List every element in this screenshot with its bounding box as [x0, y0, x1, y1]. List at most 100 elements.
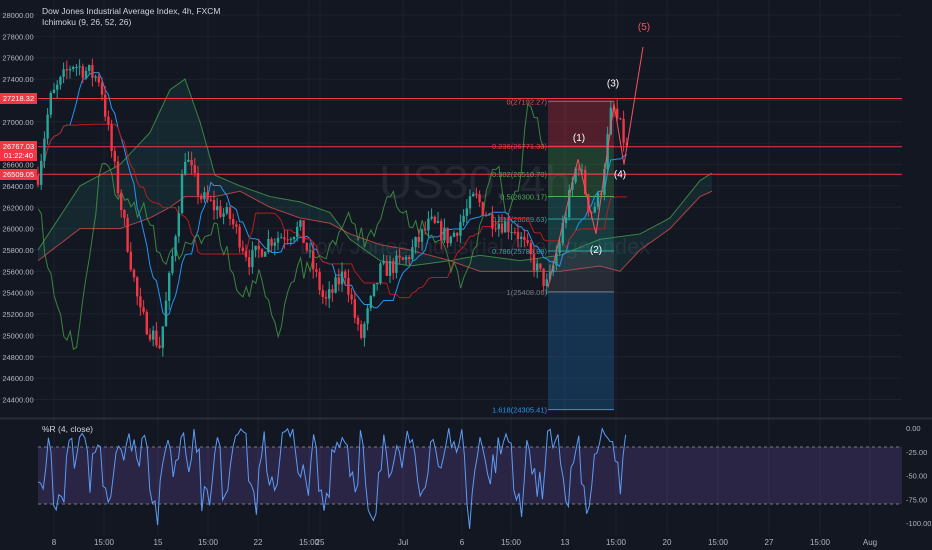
candle-body: [59, 76, 62, 85]
candle-body: [430, 216, 433, 219]
candle-body: [206, 192, 209, 200]
candle-body: [244, 250, 248, 258]
candle-body: [513, 231, 516, 233]
candle-body: [238, 226, 241, 248]
candle-body: [132, 269, 136, 278]
candle-body: [36, 175, 40, 185]
candle-body: [296, 226, 299, 238]
wr-tick-label: -100.00: [906, 519, 931, 528]
candle-body: [72, 66, 75, 69]
time-tick-label: 15:00: [606, 538, 627, 547]
time-tick-label: 15:00: [708, 538, 729, 547]
candle-body: [596, 193, 600, 207]
time-tick-label: 8: [52, 538, 57, 547]
candle-body: [280, 237, 283, 239]
candle-body: [484, 214, 488, 216]
candle-body: [465, 208, 468, 216]
candle-body: [104, 94, 107, 117]
time-tick-label: 15:00: [299, 538, 320, 547]
candle-body: [94, 76, 97, 78]
wave-label: (5): [638, 22, 650, 33]
candle-body: [113, 151, 116, 162]
candle-body: [526, 240, 529, 244]
fib-zone: [548, 251, 614, 292]
price-tick-label: 27400.00: [2, 75, 33, 84]
candle-body: [40, 160, 43, 185]
candle-body: [392, 261, 395, 273]
candle-body: [158, 345, 161, 348]
price-tick-label: 24800.00: [2, 353, 33, 362]
candle-body: [267, 238, 270, 252]
price-tick-label: 24400.00: [2, 396, 33, 405]
time-tick-label: 15:00: [198, 538, 219, 547]
candle-body: [609, 107, 612, 135]
time-tick-label: 22: [254, 538, 263, 547]
price-tick-label: 26200.00: [2, 203, 33, 212]
cloud-fill: [38, 79, 712, 272]
candle-body: [187, 159, 190, 162]
candle-body: [459, 222, 462, 236]
candle-body: [286, 239, 289, 241]
candle-body: [312, 250, 315, 270]
candle-body: [49, 92, 52, 115]
candle-body: [353, 299, 356, 318]
ichimoku-cloud: [37, 78, 713, 272]
candle-body: [190, 159, 193, 166]
candle-body: [283, 237, 286, 240]
candle-body: [372, 284, 376, 297]
candle-body: [155, 330, 158, 346]
price-tick-label: 25000.00: [2, 331, 33, 340]
candle-body: [276, 237, 280, 243]
candle-body: [558, 243, 561, 253]
candle-body: [545, 279, 548, 286]
candle-body: [424, 229, 427, 231]
candle-body: [366, 308, 369, 324]
candle-body: [328, 289, 331, 299]
elliott-wave[interactable]: (1) (2) (3) (4) (5): [547, 22, 650, 288]
candle-body: [395, 255, 398, 273]
candle-body: [516, 232, 520, 239]
candle-body: [331, 289, 334, 293]
candle-body: [180, 174, 184, 214]
candle-body: [523, 236, 526, 241]
candle-body: [273, 242, 276, 246]
candle-body: [161, 326, 164, 348]
candle-body: [270, 238, 273, 246]
wave-label: (4): [614, 169, 626, 180]
price-tick-label: 27800.00: [2, 32, 33, 41]
candle-body: [257, 245, 260, 250]
price-axis[interactable]: 28000.0027800.0027600.0027400.0027200.00…: [2, 11, 33, 405]
candle-body: [536, 263, 539, 271]
candle-body: [427, 218, 430, 231]
candle-body: [507, 221, 510, 233]
candle-body: [590, 212, 593, 214]
candle-body: [209, 199, 212, 201]
candle-body: [110, 124, 113, 152]
williams-r-legend: %R (4, close): [42, 424, 94, 434]
price-label: 26509.05: [0, 168, 37, 180]
candle-body: [321, 290, 324, 297]
wr-axis[interactable]: 0.00 -25.00 -50.00 -75.00 -100.00: [906, 424, 931, 528]
candle-body: [414, 237, 417, 248]
candle-body: [123, 210, 126, 218]
candlesticks: [36, 58, 628, 357]
candle-body: [411, 247, 414, 260]
candle-body: [299, 220, 302, 227]
candle-body: [100, 82, 104, 95]
fib-label: 0.786(25789.88): [492, 247, 548, 256]
candle-body: [580, 169, 584, 171]
candle-body: [193, 165, 196, 174]
candle-body: [145, 311, 148, 335]
candle-body: [382, 261, 385, 264]
wave-label: (1): [573, 133, 585, 144]
candle-body: [315, 269, 318, 272]
price-tick-label: 27000.00: [2, 118, 33, 127]
fib-label: 0.618(26089.63): [492, 215, 548, 224]
candle-body: [318, 271, 321, 291]
candle-body: [616, 108, 619, 119]
candle-body: [164, 300, 168, 327]
candle-body: [107, 116, 110, 125]
candle-body: [436, 221, 440, 223]
